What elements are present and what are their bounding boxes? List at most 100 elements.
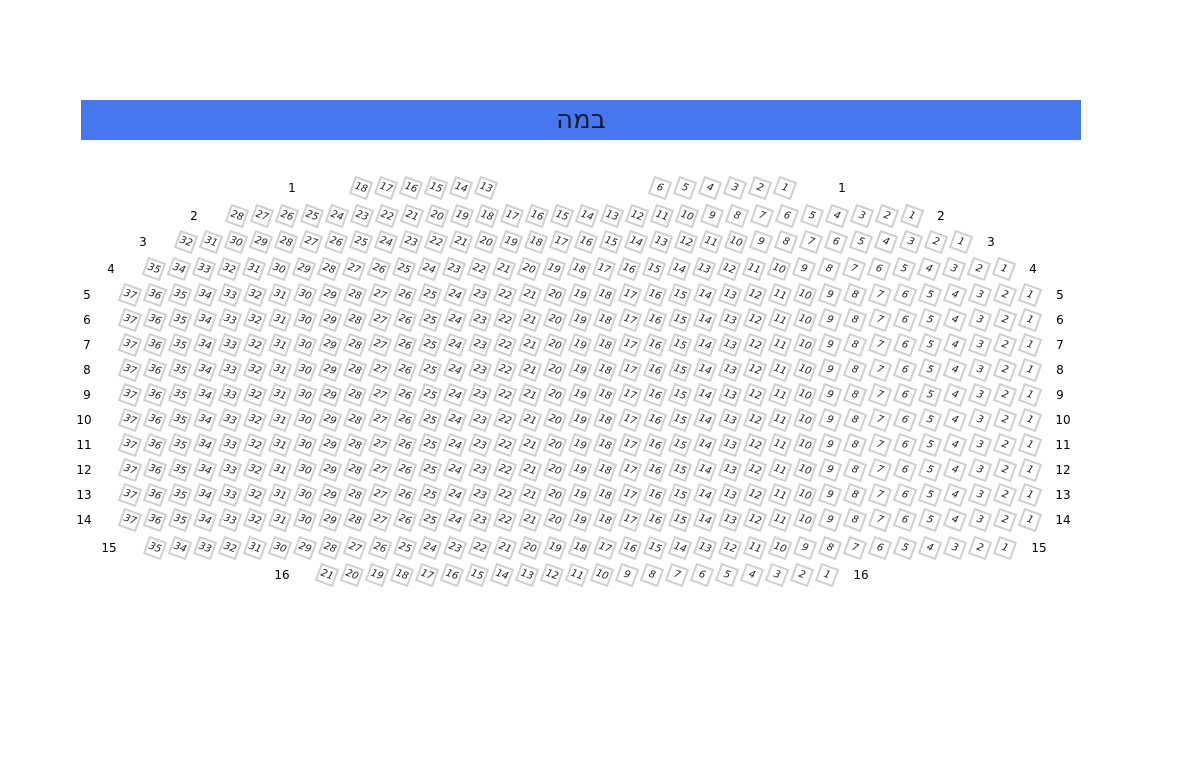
seat[interactable]: 8 [842, 307, 868, 333]
seat[interactable]: 25 [417, 457, 443, 483]
seat[interactable]: 31 [267, 482, 293, 508]
seat[interactable]: 17 [617, 457, 643, 483]
seat[interactable]: 28 [317, 535, 343, 561]
seat[interactable]: 12 [742, 482, 768, 508]
seat[interactable]: 23 [467, 457, 493, 483]
seat[interactable]: 9 [817, 357, 843, 383]
seat[interactable]: 11 [649, 203, 675, 229]
seat[interactable]: 33 [217, 407, 243, 433]
seat[interactable]: 29 [317, 307, 343, 333]
seat[interactable]: 17 [617, 432, 643, 458]
seat[interactable]: 27 [367, 357, 393, 383]
seat[interactable]: 18 [566, 256, 592, 282]
seat[interactable]: 33 [217, 382, 243, 408]
seat[interactable]: 32 [217, 535, 243, 561]
seat[interactable]: 2 [992, 332, 1018, 358]
seat[interactable]: 23 [467, 507, 493, 533]
seat[interactable]: 31 [241, 256, 267, 282]
seat[interactable]: 35 [141, 256, 167, 282]
seat[interactable]: 12 [716, 256, 742, 282]
seat[interactable]: 3 [967, 382, 993, 408]
seat[interactable]: 6 [892, 332, 918, 358]
seat[interactable]: 2 [967, 535, 993, 561]
seat[interactable]: 18 [592, 482, 618, 508]
seat[interactable]: 22 [492, 432, 518, 458]
seat[interactable]: 15 [667, 282, 693, 308]
seat[interactable]: 15 [642, 535, 668, 561]
seat[interactable]: 1 [1017, 332, 1043, 358]
seat[interactable]: 13 [599, 203, 625, 229]
seat[interactable]: 3 [942, 535, 968, 561]
seat[interactable]: 12 [717, 535, 743, 561]
seat[interactable]: 11 [767, 332, 793, 358]
seat[interactable]: 33 [217, 332, 243, 358]
seat[interactable]: 26 [392, 357, 418, 383]
seat[interactable]: 1 [1017, 357, 1043, 383]
seat[interactable]: 2 [789, 562, 815, 588]
seat[interactable]: 24 [442, 357, 468, 383]
seat[interactable]: 32 [173, 229, 199, 255]
seat[interactable]: 4 [824, 203, 850, 229]
seat[interactable]: 27 [342, 535, 368, 561]
seat[interactable]: 10 [792, 357, 818, 383]
seat[interactable]: 8 [817, 535, 843, 561]
seat[interactable]: 19 [364, 562, 390, 588]
seat[interactable]: 3 [967, 282, 993, 308]
seat[interactable]: 10 [792, 282, 818, 308]
seat[interactable]: 17 [617, 407, 643, 433]
seat[interactable]: 23 [467, 307, 493, 333]
seat[interactable]: 26 [392, 432, 418, 458]
seat[interactable]: 30 [292, 332, 318, 358]
seat[interactable]: 11 [767, 507, 793, 533]
seat[interactable]: 17 [592, 535, 618, 561]
seat[interactable]: 27 [367, 482, 393, 508]
seat[interactable]: 13 [692, 535, 718, 561]
seat[interactable]: 3 [967, 432, 993, 458]
seat[interactable]: 19 [567, 482, 593, 508]
seat[interactable]: 30 [292, 382, 318, 408]
seat[interactable]: 20 [542, 407, 568, 433]
seat[interactable]: 7 [867, 307, 893, 333]
seat[interactable]: 32 [242, 507, 268, 533]
seat[interactable]: 13 [717, 507, 743, 533]
seat[interactable]: 18 [474, 203, 500, 229]
seat[interactable]: 25 [299, 203, 325, 229]
seat[interactable]: 31 [198, 229, 224, 255]
seat[interactable]: 15 [667, 482, 693, 508]
seat[interactable]: 1 [1017, 507, 1043, 533]
seat[interactable]: 8 [724, 203, 750, 229]
seat[interactable]: 28 [342, 507, 368, 533]
seat[interactable]: 6 [689, 562, 715, 588]
seat[interactable]: 23 [442, 535, 468, 561]
seat[interactable]: 21 [314, 562, 340, 588]
seat[interactable]: 1 [948, 229, 974, 255]
seat[interactable]: 13 [717, 357, 743, 383]
seat[interactable]: 1 [1017, 482, 1043, 508]
seat[interactable]: 5 [917, 332, 943, 358]
seat[interactable]: 34 [192, 382, 218, 408]
seat[interactable]: 15 [667, 307, 693, 333]
seat[interactable]: 9 [792, 535, 818, 561]
seat[interactable]: 35 [167, 357, 193, 383]
seat[interactable]: 7 [867, 407, 893, 433]
seat[interactable]: 3 [722, 175, 748, 201]
seat[interactable]: 10 [766, 256, 792, 282]
seat[interactable]: 20 [542, 357, 568, 383]
seat[interactable]: 25 [417, 357, 443, 383]
seat[interactable]: 25 [391, 256, 417, 282]
seat[interactable]: 21 [517, 307, 543, 333]
seat[interactable]: 23 [467, 407, 493, 433]
seat[interactable]: 16 [524, 203, 550, 229]
seat[interactable]: 6 [892, 407, 918, 433]
seat[interactable]: 26 [392, 382, 418, 408]
seat[interactable]: 4 [942, 507, 968, 533]
seat[interactable]: 29 [317, 357, 343, 383]
seat[interactable]: 36 [142, 457, 168, 483]
seat[interactable]: 11 [767, 357, 793, 383]
seat[interactable]: 3 [967, 332, 993, 358]
seat[interactable]: 1 [992, 535, 1018, 561]
seat[interactable]: 35 [167, 482, 193, 508]
seat[interactable]: 24 [442, 482, 468, 508]
seat[interactable]: 20 [542, 507, 568, 533]
seat[interactable]: 18 [592, 357, 618, 383]
